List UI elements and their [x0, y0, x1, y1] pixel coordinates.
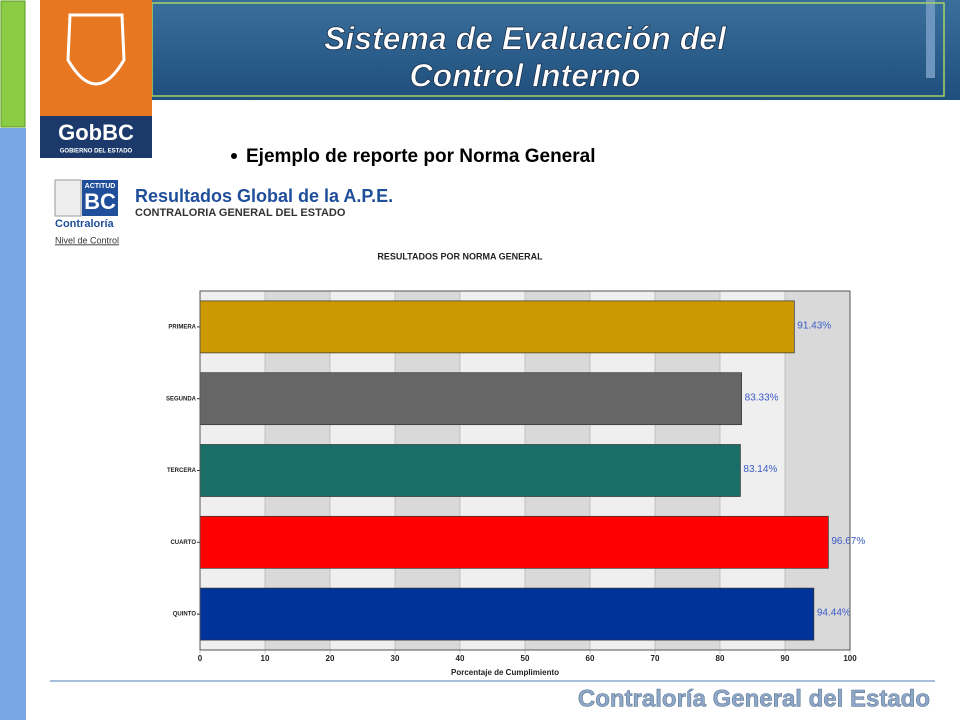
badge-text: BC	[84, 189, 116, 214]
plot-border	[199, 290, 851, 651]
x-tick-label: 0	[198, 654, 203, 663]
x-tick-label: 60	[586, 654, 595, 663]
logo-crest	[40, 0, 152, 116]
value-label: 94.44%	[817, 608, 851, 619]
logo-subtitle: GOBIERNO DEL ESTADO	[60, 149, 133, 155]
y-tick-label: SEGUNDA	[166, 396, 197, 402]
badge-text: ACTITUD	[85, 183, 116, 190]
x-tick-label: 40	[456, 654, 465, 663]
x-axis-label: Porcentaje de Cumplimiento	[451, 668, 559, 677]
bar	[199, 300, 795, 354]
chart: 0 10 20 30 40 50 60 70 80 90 100 PRIMERA 91.43% SEGUN…	[166, 290, 865, 663]
bar	[199, 587, 815, 641]
value-label: 91.43%	[797, 321, 831, 332]
report-link[interactable]: Nivel de Control	[55, 235, 119, 245]
header-accent	[926, 0, 935, 78]
x-tick-label: 50	[521, 654, 530, 663]
x-tick-label: 100	[843, 654, 857, 663]
y-tick-label: TERCERA	[167, 468, 197, 474]
title-line: Control Interno	[409, 57, 640, 93]
y-tick-label: CUARTO	[170, 540, 196, 546]
left-strip	[0, 128, 26, 720]
badge-text: Contraloría	[55, 218, 115, 230]
x-tick-label: 90	[781, 654, 790, 663]
bar	[199, 372, 742, 426]
chart-title: RESULTADOS POR NORMA GENERAL	[377, 251, 543, 261]
y-tick-label: QUINTO	[173, 612, 197, 618]
x-tick-label: 20	[326, 654, 335, 663]
badge-box	[82, 180, 118, 216]
bar	[199, 515, 829, 569]
x-tick-label: 10	[261, 654, 270, 663]
bullet-text: Ejemplo de reporte por Norma General	[246, 146, 595, 167]
header-band	[152, 0, 960, 100]
report-title: Resultados Global de la A.P.E.	[135, 186, 393, 206]
logo-name: GobBC	[58, 120, 134, 145]
green-block	[0, 0, 26, 128]
y-tick-label: PRIMERA	[168, 324, 196, 330]
x-tick-label: 70	[651, 654, 660, 663]
crest-shape	[66, 13, 126, 86]
bar	[199, 444, 741, 497]
badge-seal	[54, 179, 82, 217]
title-line: Sistema de Evaluación del	[324, 20, 727, 56]
report-subtitle: CONTRALORIA GENERAL DEL ESTADO	[135, 207, 346, 219]
bullet-dot	[231, 153, 237, 159]
x-tick-label: 30	[391, 654, 400, 663]
logo-box	[40, 116, 152, 158]
value-label: 96.67%	[831, 536, 865, 547]
value-label: 83.33%	[745, 392, 779, 403]
value-label: 83.14%	[743, 464, 777, 475]
footer-text: Contraloría General del Estado	[578, 685, 930, 712]
x-tick-label: 80	[716, 654, 725, 663]
